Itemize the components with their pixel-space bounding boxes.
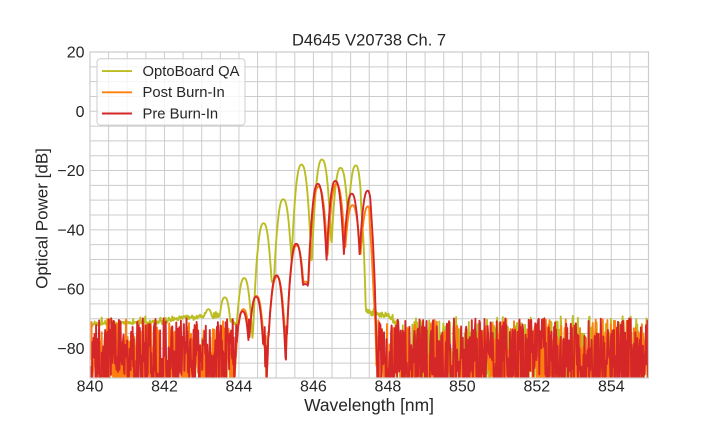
svg-text:Pre Burn-In: Pre Burn-In [143,106,219,122]
svg-text:Post Burn-In: Post Burn-In [143,85,225,101]
svg-text:−40: −40 [57,222,84,239]
svg-text:Optical Power [dB]: Optical Power [dB] [33,148,52,289]
svg-text:D4645 V20738 Ch. 7: D4645 V20738 Ch. 7 [292,32,446,50]
svg-text:−60: −60 [57,282,84,299]
svg-text:846: 846 [300,379,327,396]
svg-text:842: 842 [151,379,178,396]
svg-text:848: 848 [375,379,402,396]
svg-text:0: 0 [76,104,85,121]
svg-text:20: 20 [67,45,85,62]
svg-text:850: 850 [449,379,476,396]
svg-text:−20: −20 [57,163,84,180]
svg-text:840: 840 [77,379,104,396]
svg-text:−80: −80 [57,341,84,358]
svg-text:OptoBoard QA: OptoBoard QA [143,64,240,80]
svg-text:Wavelength [nm]: Wavelength [nm] [304,395,434,415]
svg-text:854: 854 [598,379,625,396]
svg-text:852: 852 [523,379,550,396]
svg-text:844: 844 [226,379,253,396]
